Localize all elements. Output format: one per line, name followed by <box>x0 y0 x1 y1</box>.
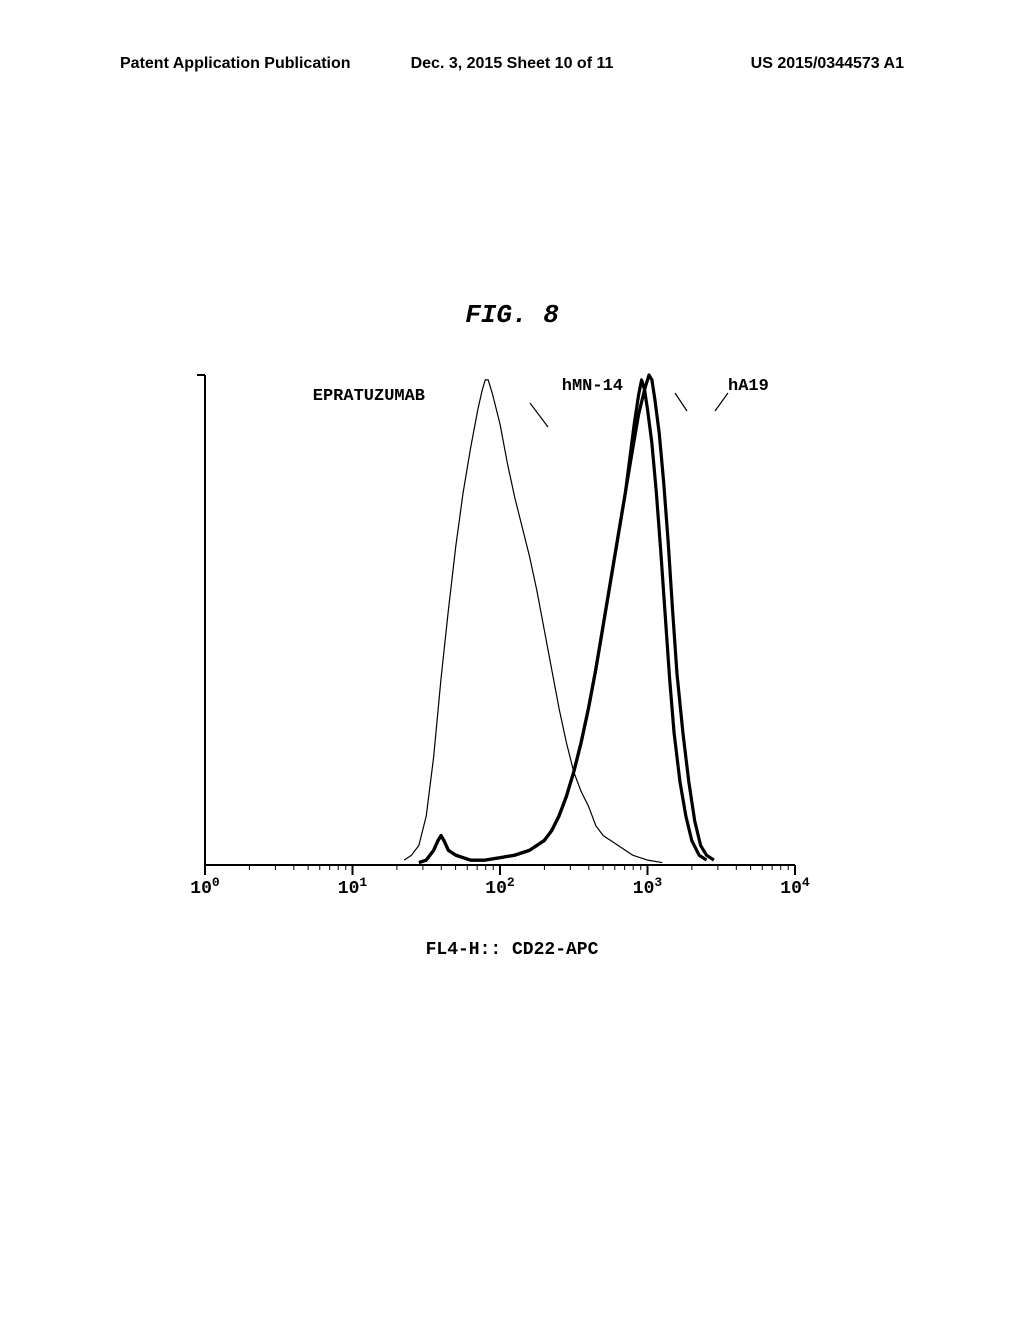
svg-text:101: 101 <box>338 875 368 900</box>
header-left-text: Patent Application Publication <box>120 55 381 73</box>
chart-container: 100 101 102 103 104 EPRATUZUMAB hMN-14 hA19 <box>185 355 815 915</box>
svg-text:104: 104 <box>780 875 810 900</box>
header: Patent Application Publication Dec. 3, 2… <box>0 55 1024 73</box>
svg-text:hMN-14: hMN-14 <box>562 377 623 396</box>
svg-text:hA19: hA19 <box>728 377 769 396</box>
flow-cytometry-chart: 100 101 102 103 104 EPRATUZUMAB hMN-14 hA19 <box>185 355 815 915</box>
svg-text:100: 100 <box>190 875 220 900</box>
header-right-text: US 2015/0344573 A1 <box>643 55 904 73</box>
figure-title: FIG. 8 <box>465 300 559 330</box>
svg-text:EPRATUZUMAB: EPRATUZUMAB <box>313 387 425 406</box>
x-axis-label: FL4-H:: CD22-APC <box>426 940 599 960</box>
svg-text:103: 103 <box>633 875 663 900</box>
header-center-text: Dec. 3, 2015 Sheet 10 of 11 <box>381 55 642 73</box>
svg-text:102: 102 <box>485 875 515 900</box>
